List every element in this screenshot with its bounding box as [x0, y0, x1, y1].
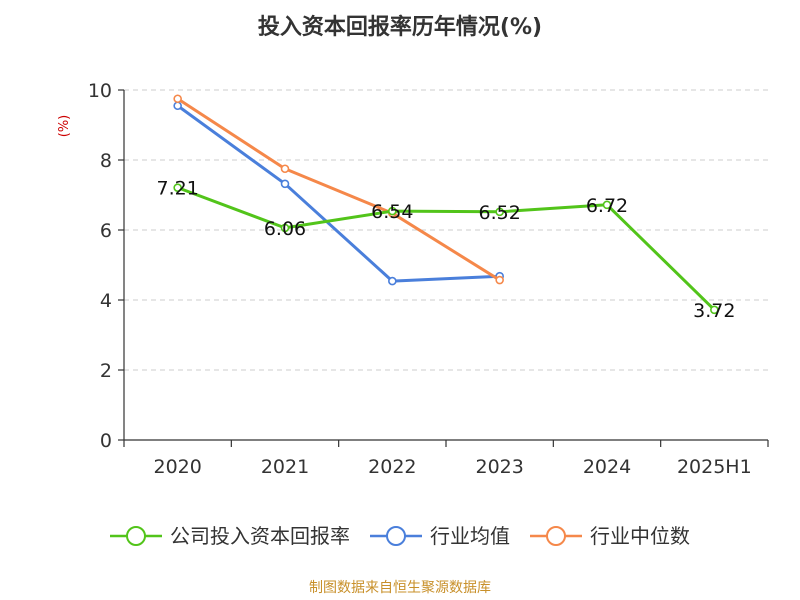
legend-item[interactable]: 行业均值	[370, 524, 510, 548]
legend-item[interactable]: 行业中位数	[530, 524, 690, 548]
x-tick-label: 2024	[583, 456, 631, 478]
data-label: 7.21	[157, 178, 199, 200]
y-tick-label: 4	[100, 290, 112, 312]
legend-marker-icon	[126, 526, 146, 546]
data-label: 6.52	[479, 202, 521, 224]
legend-label: 公司投入资本回报率	[170, 524, 350, 548]
chart-title: 投入资本回报率历年情况(%)	[258, 14, 542, 40]
data-labels: 7.21 6.06 6.54 6.52 6.72 3.72	[157, 178, 736, 322]
data-label: 6.72	[586, 195, 628, 217]
series-lines	[173, 94, 719, 315]
y-tick-label: 2	[100, 360, 112, 382]
data-point[interactable]	[173, 183, 182, 192]
x-tick-label: 2023	[475, 456, 523, 478]
data-label: 6.06	[264, 218, 306, 240]
legend-label: 行业中位数	[590, 524, 690, 548]
data-point[interactable]	[388, 276, 397, 286]
data-point[interactable]	[173, 101, 182, 111]
grid-lines	[124, 89, 768, 371]
axes: 0 2 4 6 8 10 2020 2021 2022 2023 2024 2025H1	[88, 80, 769, 478]
legend-marker-icon	[546, 526, 566, 546]
data-label: 6.54	[371, 201, 413, 223]
data-point[interactable]	[495, 207, 504, 217]
y-tick-label: 8	[100, 150, 112, 172]
legend-marker-icon	[386, 526, 406, 546]
y-tick-label: 6	[100, 220, 112, 242]
y-tick-label: 0	[100, 430, 112, 452]
data-point[interactable]	[495, 275, 504, 285]
legend-label: 行业均值	[430, 524, 510, 548]
x-tick-label: 2025H1	[677, 456, 752, 478]
y-axis-unit: (%)	[57, 115, 72, 138]
data-point[interactable]	[388, 206, 397, 216]
y-tick-label: 10	[88, 80, 112, 102]
x-tick-label: 2022	[368, 456, 416, 478]
data-point[interactable]	[280, 223, 290, 233]
data-label: 3.72	[693, 300, 735, 322]
data-point[interactable]	[710, 305, 719, 315]
data-point[interactable]	[280, 179, 290, 189]
x-tick-label: 2021	[261, 456, 309, 478]
data-point[interactable]	[602, 200, 612, 210]
legend-item[interactable]: 公司投入资本回报率	[110, 524, 350, 548]
series-line	[177, 186, 716, 311]
x-tick-label: 2020	[153, 456, 201, 478]
series-line	[176, 97, 501, 282]
source-note: 制图数据来自恒生聚源数据库	[309, 580, 491, 596]
data-point[interactable]	[280, 164, 290, 174]
series-line	[176, 104, 500, 283]
legend[interactable]: 公司投入资本回报率 行业均值 行业中位数	[110, 524, 690, 548]
data-point[interactable]	[173, 94, 182, 104]
